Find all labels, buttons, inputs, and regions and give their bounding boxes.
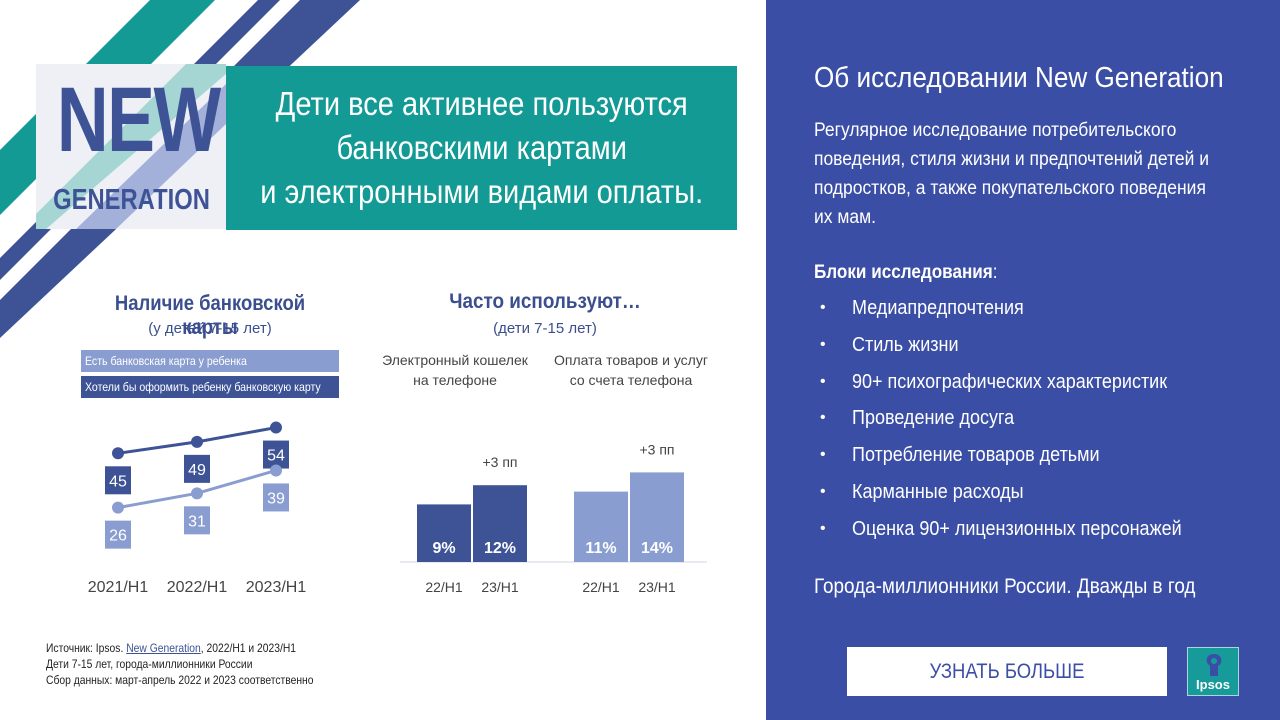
bank-card-chart-title: Наличие банковской карты — [114, 292, 306, 339]
data-label-box — [105, 466, 131, 495]
data-label-box — [184, 506, 210, 535]
bullet-icon: • — [820, 446, 826, 464]
data-label-box — [184, 454, 210, 483]
group-label-phone-payment: Оплата товаров и услуг со счета телефона — [554, 352, 708, 388]
data-point — [270, 464, 282, 477]
data-point — [191, 435, 203, 448]
ipsos-mark-icon — [1206, 654, 1222, 676]
bullet-icon: • — [820, 299, 826, 316]
logo-new-text: NEW — [56, 69, 221, 171]
bullet-icon: • — [820, 335, 826, 353]
ipsos-logo-text: Ipsos — [1196, 677, 1230, 692]
about-title: Об исследовании New Generation — [814, 62, 1224, 94]
blocks-list-item-label: Медиапредпочтения — [852, 297, 1024, 319]
blocks-list-item-label: 90+ психографических характеристик — [852, 370, 1168, 393]
bar — [473, 485, 527, 562]
logo-stripes — [36, 64, 226, 229]
ipsos-logo: Ipsos — [1187, 647, 1239, 696]
data-label-box — [263, 483, 289, 512]
x-tick-label: 2021/H1 — [88, 579, 149, 596]
bullet-icon: • — [820, 482, 826, 500]
legend-has-card-label: Есть банковская карта у ребенка — [85, 354, 247, 368]
blocks-list-item: • Медиапредпочтения — [816, 292, 1218, 329]
data-label: 31 — [188, 513, 206, 530]
bar — [417, 504, 471, 562]
blocks-list-item: • Проведение досуга — [816, 402, 1218, 439]
headline-text: Дети все активнее пользуются банковскими… — [260, 85, 703, 210]
bar-value-label: 9% — [432, 540, 455, 557]
data-label-box — [263, 440, 289, 469]
bullet-icon: • — [820, 519, 826, 537]
bullet-icon: • — [820, 409, 826, 427]
x-tick-label: 22/H1 — [425, 579, 463, 595]
blocks-list-item-label: Стиль жизни — [852, 333, 959, 356]
bank-card-chart-subtitle: (у детей 7-15 лет) — [148, 320, 272, 337]
frequent-use-chart-title: Часто используют… — [449, 290, 641, 313]
blocks-heading: Блоки исследования: — [814, 260, 998, 286]
blocks-list-item-label: Карманные расходы — [852, 480, 1024, 503]
blocks-list-item-label: Проведение досуга — [852, 407, 1015, 430]
legend-has-card: Есть банковская карта у ребенка — [81, 350, 339, 372]
blocks-list-item: • Потребление товаров детьми — [816, 439, 1218, 476]
about-description: Регулярное исследование потребительского… — [814, 120, 1209, 228]
frequent-use-bar-chart: 9% 22/H1 12% 23/H1 +3 пп 11% 22/H1 14% 23/H1 +3 п… — [400, 441, 707, 595]
source-note: Источник: Ipsos. New Generation, 2022/H1… — [46, 640, 313, 688]
source-suffix: , 2022/H1 и 2023/H1 — [200, 641, 297, 655]
source-prefix: Источник: Ipsos. — [46, 641, 127, 655]
x-tick-label: 2022/H1 — [167, 579, 228, 596]
bar — [630, 472, 684, 562]
x-tick-label: 23/H1 — [638, 579, 676, 595]
x-tick-label: 23/H1 — [481, 579, 519, 595]
bar-value-label: 12% — [484, 540, 516, 557]
data-label: 45 — [109, 473, 127, 490]
cities-note: Города-миллионники России. Дважды в год — [814, 575, 1196, 598]
data-point — [112, 447, 124, 460]
delta-label: +3 пп — [482, 454, 517, 470]
bar-value-label: 11% — [585, 540, 616, 557]
bar-value-label: 14% — [641, 540, 673, 557]
x-tick-label: 22/H1 — [582, 579, 620, 595]
source-fieldwork: Сбор данных: март-апрель 2022 и 2023 соо… — [46, 673, 314, 687]
data-label: 54 — [267, 448, 285, 465]
blocks-list-item: • 90+ психографических характеристик — [816, 366, 1218, 403]
new-generation-logo: NEW GENERATION — [36, 64, 226, 229]
logo-generation-text: GENERATION — [53, 184, 210, 216]
blocks-list: • Медиапредпочтения • Стиль жизни • 90+ психо… — [816, 292, 1218, 550]
bar — [574, 491, 628, 562]
data-point — [270, 421, 282, 434]
bank-card-line-chart: 45 49 54 26 31 39 2021/H1 2022/H1 2023/H1 — [88, 421, 307, 596]
group-label-e-wallet: Электронный кошелек на телефоне — [382, 352, 528, 388]
source-link[interactable]: New Generation — [126, 641, 201, 655]
blocks-list-item: • Оценка 90+ лицензионных персонажей — [816, 513, 1218, 550]
learn-more-button[interactable]: УЗНАТЬ БОЛЬШЕ — [847, 647, 1167, 696]
blocks-list-item-label: Оценка 90+ лицензионных персонажей — [852, 517, 1182, 540]
data-point — [191, 487, 203, 500]
blocks-heading-text: Блоки исследования — [814, 262, 993, 283]
blocks-heading-colon: : — [992, 262, 998, 283]
data-label: 39 — [267, 490, 285, 507]
headline-box: Дети все активнее пользуются банковскими… — [226, 66, 737, 230]
data-label: 26 — [109, 528, 127, 545]
blocks-list-item: • Карманные расходы — [816, 476, 1218, 513]
frequent-use-chart-subtitle: (дети 7-15 лет) — [493, 320, 597, 337]
about-panel: Об исследовании New Generation Регулярно… — [766, 0, 1280, 720]
blocks-list-item: • Стиль жизни — [816, 329, 1218, 366]
learn-more-label: УЗНАТЬ БОЛЬШЕ — [929, 660, 1085, 683]
data-label-box — [105, 520, 131, 549]
legend-want-card: Хотели бы оформить ребенку банковскую ка… — [81, 376, 339, 398]
blocks-list-item-label: Потребление товаров детьми — [852, 444, 1100, 467]
x-tick-label: 2023/H1 — [246, 579, 307, 596]
delta-label: +3 пп — [639, 441, 674, 457]
data-label: 49 — [188, 462, 206, 479]
bullet-icon: • — [820, 372, 826, 390]
source-sample: Дети 7-15 лет, города-миллионники России — [46, 657, 253, 671]
legend-want-card-label: Хотели бы оформить ребенку банковскую ка… — [85, 380, 321, 394]
data-point — [112, 501, 124, 514]
